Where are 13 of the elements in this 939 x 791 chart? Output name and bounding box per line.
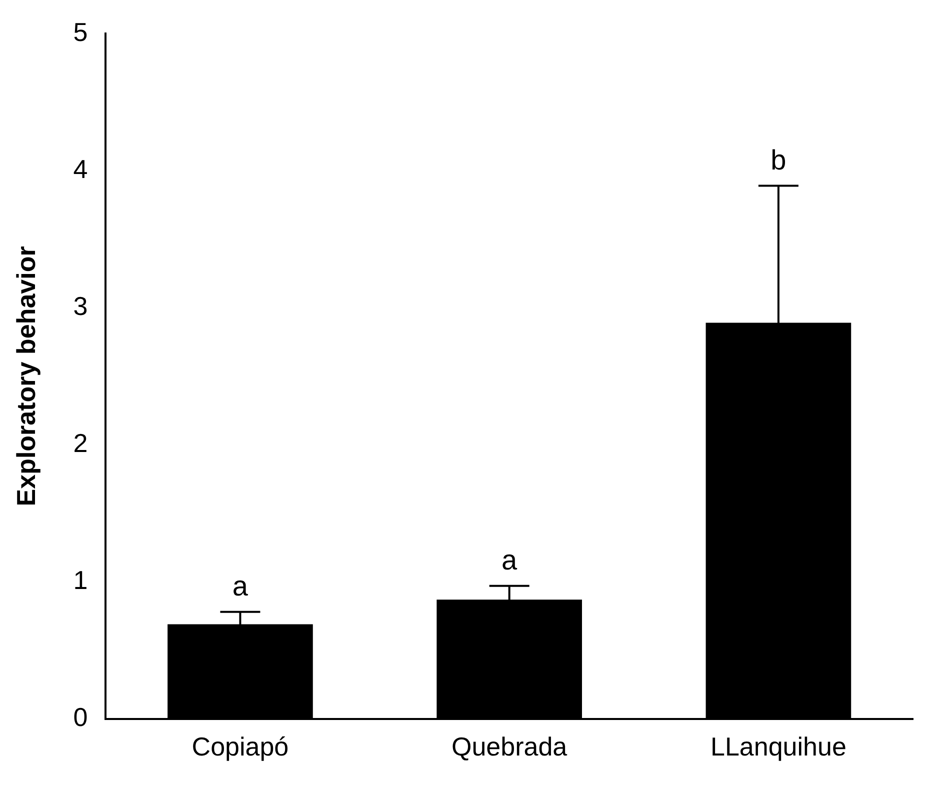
- annotation: a: [232, 570, 248, 602]
- y-axis-title: Exploratory behavior: [10, 246, 41, 506]
- y-tick-label: 4: [73, 154, 88, 184]
- y-tick-label: 0: [73, 702, 88, 732]
- x-tick-label: Quebrada: [452, 732, 568, 762]
- annotation: a: [502, 544, 518, 576]
- y-tick-label: 1: [73, 564, 88, 595]
- x-tick-label: Copiapó: [192, 732, 289, 762]
- annotation: b: [770, 144, 786, 176]
- y-tick-label: 2: [73, 428, 88, 458]
- y-tick-label: 3: [73, 290, 88, 321]
- x-tick-label: LLanquihue: [710, 732, 846, 762]
- y-tick-label: 5: [73, 16, 88, 47]
